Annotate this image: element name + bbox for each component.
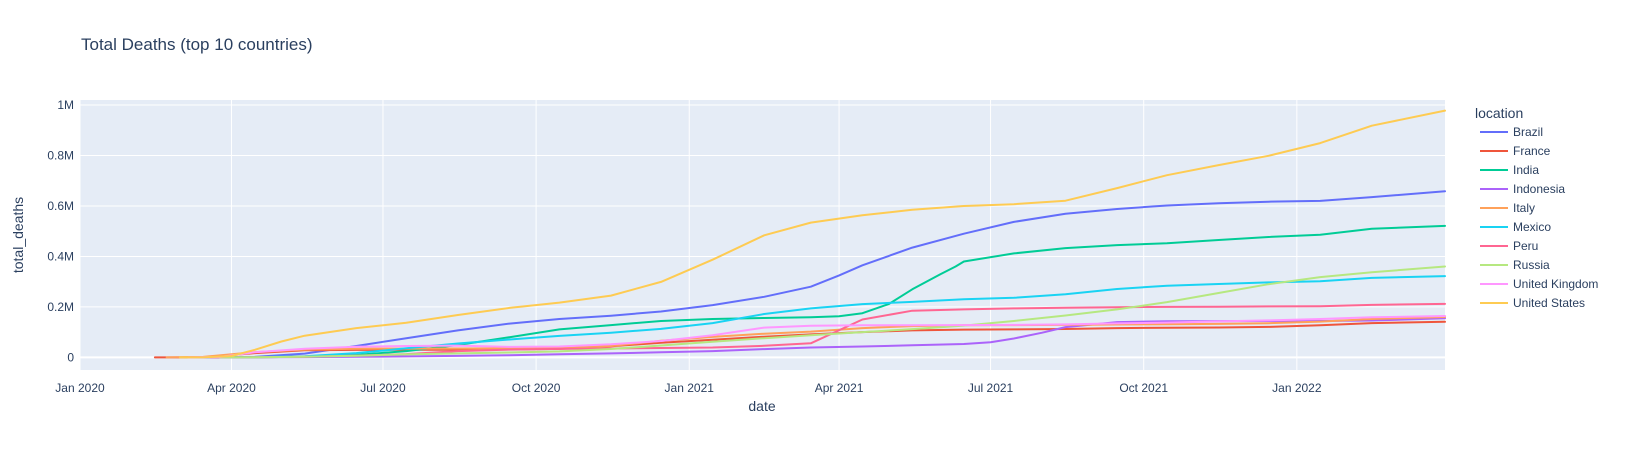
series-line-italy — [165, 316, 1446, 359]
x-tick-label: Jan 2021 — [665, 381, 715, 395]
series-line-brazil — [205, 190, 1446, 359]
x-tick-label: Oct 2020 — [512, 381, 561, 395]
legend-title: location — [1475, 105, 1523, 121]
legend-label: Italy — [1513, 201, 1535, 215]
series-line-united-states — [178, 109, 1446, 359]
legend-item-mexico[interactable]: Mexico — [1480, 220, 1551, 234]
series-line-united-kingdom — [187, 315, 1446, 359]
x-tick-label: Jul 2021 — [968, 381, 1014, 395]
legend-item-peru[interactable]: Peru — [1480, 239, 1538, 253]
x-tick-label: Apr 2020 — [207, 381, 256, 395]
series-lines — [153, 109, 1446, 359]
legend-label: Mexico — [1513, 220, 1551, 234]
legend-item-italy[interactable]: Italy — [1480, 201, 1535, 215]
legend-item-russia[interactable]: Russia — [1480, 258, 1550, 272]
y-tick-label: 0 — [67, 350, 74, 364]
y-tick-label: 0.2M — [47, 300, 74, 314]
x-tick-label: Jan 2020 — [55, 381, 105, 395]
series-line-india — [197, 224, 1446, 359]
legend-label: Brazil — [1513, 125, 1543, 139]
legend-item-brazil[interactable]: Brazil — [1480, 125, 1543, 139]
x-axis-ticks: Jan 2020 Apr 2020 Jul 2020 Oct 2020 Jan 2021… — [55, 381, 1322, 395]
legend-label: France — [1513, 144, 1551, 158]
legend-item-india[interactable]: India — [1480, 163, 1539, 177]
legend-label: Russia — [1513, 258, 1550, 272]
x-axis-label: date — [748, 398, 775, 414]
legend[interactable]: location Brazil France India Indonesia Italy… — [1475, 105, 1598, 310]
legend-item-united-kingdom[interactable]: United Kingdom — [1480, 277, 1598, 291]
y-tick-label: 0.6M — [47, 199, 74, 213]
x-tick-label: Apr 2021 — [815, 381, 864, 395]
legend-item-indonesia[interactable]: Indonesia — [1480, 182, 1565, 196]
x-tick-label: Jan 2022 — [1272, 381, 1322, 395]
series-line-russia — [218, 265, 1446, 359]
y-tick-label: 1M — [57, 98, 74, 112]
legend-label: Indonesia — [1513, 182, 1565, 196]
series-line-mexico — [207, 275, 1446, 359]
legend-item-france[interactable]: France — [1480, 144, 1551, 158]
chart-title: Total Deaths (top 10 countries) — [81, 35, 313, 54]
y-tick-label: 0.4M — [47, 249, 74, 263]
legend-item-united-states[interactable]: United States — [1480, 296, 1585, 310]
legend-label: India — [1513, 163, 1539, 177]
legend-label: United Kingdom — [1513, 277, 1598, 291]
legend-label: United States — [1513, 296, 1585, 310]
x-tick-label: Oct 2021 — [1119, 381, 1168, 395]
y-axis-label: total_deaths — [10, 197, 26, 273]
y-tick-label: 0.8M — [47, 149, 74, 163]
y-axis-ticks: 0 0.2M 0.4M 0.6M 0.8M 1M — [47, 98, 74, 364]
legend-label: Peru — [1513, 239, 1538, 253]
x-tick-label: Jul 2020 — [360, 381, 406, 395]
